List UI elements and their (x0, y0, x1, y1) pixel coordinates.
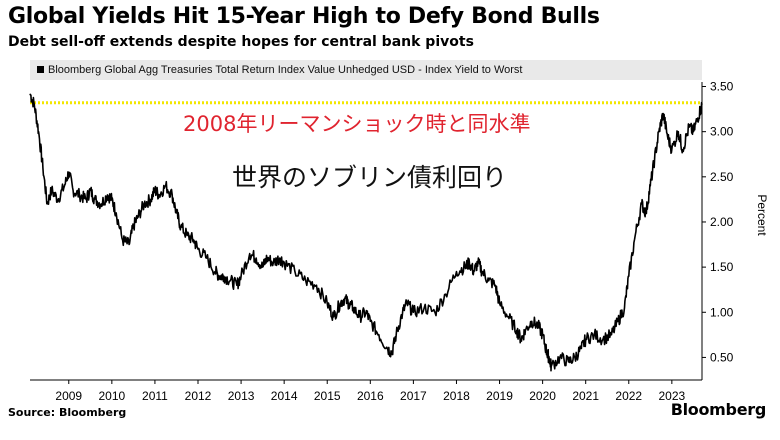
x-tick-label: 2022 (615, 389, 642, 403)
y-axis-label: Percent (755, 194, 769, 236)
x-tick-label: 2012 (185, 389, 212, 403)
y-tick-label: 3.50 (710, 80, 734, 94)
series-line-yield-to-worst (29, 93, 703, 372)
bloomberg-logo: Bloomberg (670, 400, 767, 419)
x-tick-label: 2015 (314, 389, 341, 403)
source-note: Source: Bloomberg (8, 406, 127, 419)
x-tick-label: 2016 (357, 389, 384, 403)
x-tick-label: 2017 (400, 389, 427, 403)
y-tick-label: 2.00 (710, 215, 734, 229)
annotation-sovereign-yields: 世界のソブリン債利回り (232, 163, 508, 192)
x-tick-label: 2023 (658, 389, 685, 403)
chart-title: Global Yields Hit 15-Year High to Defy B… (8, 4, 600, 29)
y-tick-label: 1.50 (710, 260, 734, 274)
chart-subtitle: Debt sell-off extends despite hopes for … (8, 34, 474, 50)
y-axis: 0.50 1.00 1.50 2.00 2.50 3.00 3.50 (701, 80, 734, 380)
y-tick-label: 0.50 (710, 350, 734, 364)
legend: Bloomberg Global Agg Treasuries Total Re… (30, 60, 702, 80)
x-tick-label: 2020 (529, 389, 556, 403)
y-tick-label: 1.00 (710, 305, 734, 319)
x-tick-label: 2011 (142, 389, 168, 403)
y-tick-label: 3.00 (710, 125, 734, 139)
annotation-lehman-level: 2008年リーマンショック時と同水準 (183, 112, 531, 136)
x-tick-label: 2010 (98, 389, 125, 403)
legend-swatch (37, 66, 44, 74)
x-tick-label: 2009 (55, 389, 82, 403)
x-tick-label: 2021 (572, 389, 599, 403)
legend-label: Bloomberg Global Agg Treasuries Total Re… (48, 64, 523, 76)
x-tick-label: 2018 (443, 389, 470, 403)
x-tick-label: 2013 (228, 389, 255, 403)
x-tick-label: 2014 (271, 389, 298, 403)
x-tick-label: 2019 (486, 389, 513, 403)
x-axis: 2009 2010 2011 2012 2013 2014 2015 2016 2017 2018… (30, 379, 702, 403)
y-tick-label: 2.50 (710, 170, 734, 184)
